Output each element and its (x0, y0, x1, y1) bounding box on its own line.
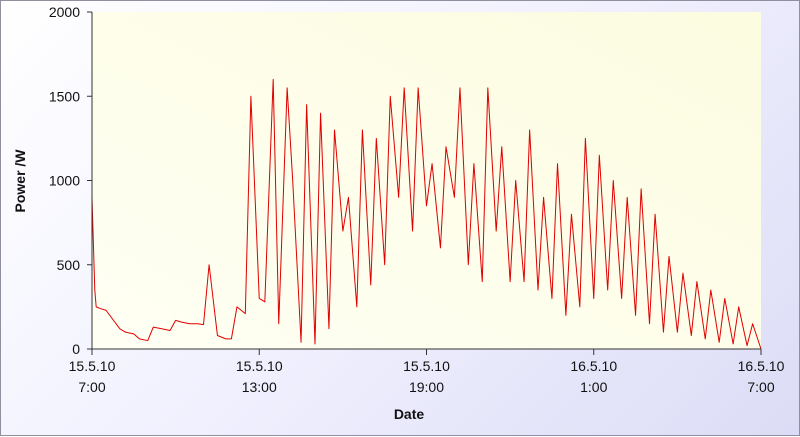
y-axis-title: Power /W (12, 149, 28, 213)
y-tick-label: 0 (72, 341, 80, 357)
x-tick-time-label: 19:00 (409, 379, 444, 395)
y-tick-label: 1500 (49, 88, 80, 104)
x-tick-date-label: 16.5.10 (738, 358, 785, 374)
y-tick-label: 1000 (49, 173, 80, 189)
plot-area (92, 12, 761, 349)
x-tick-time-label: 7:00 (747, 379, 774, 395)
x-tick-date-label: 15.5.10 (236, 358, 283, 374)
x-tick-time-label: 13:00 (242, 379, 277, 395)
series-layer (91, 78, 762, 350)
x-tick-time-label: 1:00 (580, 379, 607, 395)
y-tick-label: 2000 (49, 4, 80, 20)
x-axis-title: Date (394, 406, 425, 422)
x-tick-date-label: 16.5.10 (570, 358, 617, 374)
ticks-layer: 0 500 1000 1500 2000 15.5.10 7:00 15.5.10 13:00 1… (49, 4, 785, 395)
y-tick-label: 500 (57, 257, 81, 273)
power-series-line (91, 78, 762, 350)
x-tick-date-label: 15.5.10 (403, 358, 450, 374)
x-tick-time-label: 7:00 (78, 379, 105, 395)
x-tick-date-label: 15.5.10 (69, 358, 116, 374)
